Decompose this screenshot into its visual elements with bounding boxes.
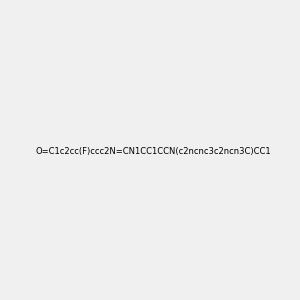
- Text: O=C1c2cc(F)ccc2N=CN1CC1CCN(c2ncnc3c2ncn3C)CC1: O=C1c2cc(F)ccc2N=CN1CC1CCN(c2ncnc3c2ncn3…: [36, 147, 272, 156]
